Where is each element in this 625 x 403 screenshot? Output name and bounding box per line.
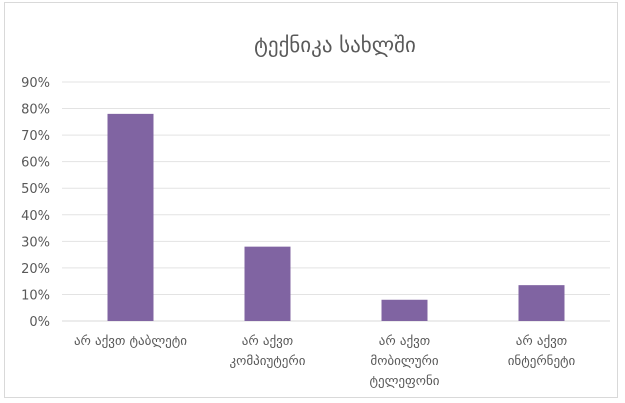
x-tick-label-line: არ აქვთ — [242, 334, 293, 349]
x-tick-label: არ აქვთ კომპიუტერი — [230, 334, 306, 369]
y-tick-label: 0% — [29, 315, 50, 330]
bar — [107, 113, 154, 321]
y-tick-label: 60% — [21, 156, 50, 171]
chart-frame — [4, 2, 618, 398]
bars — [107, 113, 565, 321]
y-tick-label: 80% — [21, 103, 50, 118]
chart-title: ტექნიკა სახლში — [254, 33, 416, 57]
x-axis-labels: არ აქვთ ტაბლეტი არ აქვთ კომპიუტერი არ აქვთ მ… — [74, 334, 576, 389]
x-tick-label: არ აქვთ ტაბლეტი — [74, 334, 187, 349]
x-tick-label-line: მობილური — [370, 354, 438, 369]
y-tick-label: 40% — [21, 209, 50, 224]
y-tick-label: 10% — [21, 288, 50, 303]
y-axis-ticks: 0% 10% 20% 30% 40% 50% 60% 70% 80% 90% — [21, 76, 50, 330]
y-tick-label: 30% — [21, 235, 50, 250]
x-tick-label-line: არ აქვთ — [379, 334, 430, 349]
x-tick-label-line: არ აქვთ — [516, 334, 567, 349]
y-tick-label: 20% — [21, 262, 50, 277]
x-tick-label-line: ტელეფონი — [369, 374, 439, 389]
bar — [518, 285, 565, 321]
x-tick-label: არ აქვთ მობილური ტელეფონი — [369, 334, 439, 389]
bar — [244, 246, 291, 321]
x-tick-label-line: არ აქვთ ტაბლეტი — [74, 334, 187, 349]
y-tick-label: 70% — [21, 129, 50, 144]
x-tick-label: არ აქვთ ინტერნეტი — [508, 334, 576, 369]
x-tick-label-line: ინტერნეტი — [508, 354, 576, 369]
y-tick-label: 50% — [21, 182, 50, 197]
y-tick-label: 90% — [21, 76, 50, 91]
x-tick-label-line: კომპიუტერი — [230, 354, 306, 369]
bar — [381, 299, 428, 321]
